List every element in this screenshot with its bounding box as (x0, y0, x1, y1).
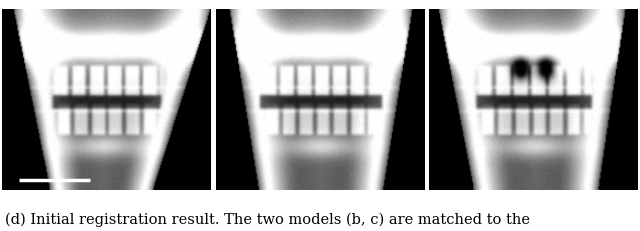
Text: (d) Initial registration result. The two models (b, c) are matched to the: (d) Initial registration result. The two… (5, 212, 530, 226)
